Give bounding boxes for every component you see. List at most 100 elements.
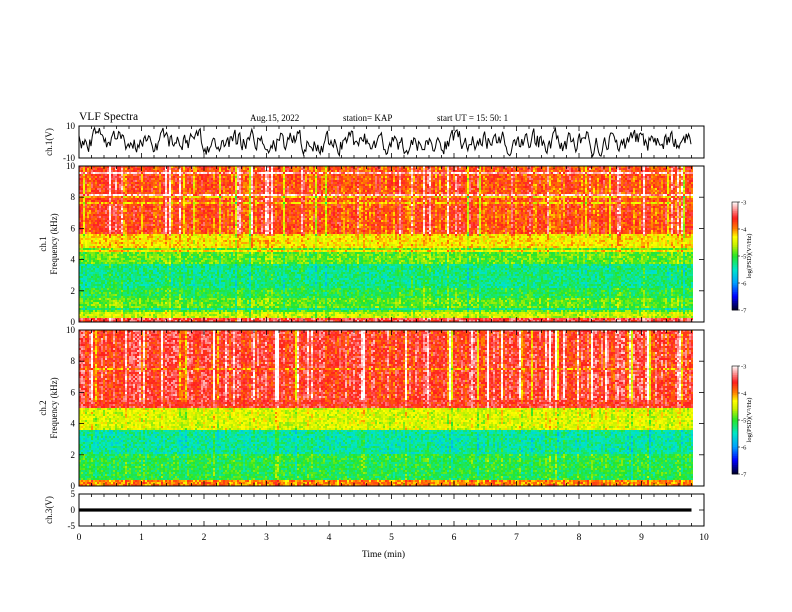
spectrogram-cell — [97, 308, 99, 310]
spectrogram-cell — [81, 178, 83, 180]
spectrogram-cell — [93, 174, 95, 176]
spectrogram-cell — [81, 264, 83, 266]
spectrogram-cell — [87, 178, 89, 180]
spectrogram-cell — [93, 272, 95, 274]
spectrogram-cell — [103, 274, 105, 276]
spectrogram-cell — [95, 216, 97, 218]
spectrogram-cell — [85, 318, 87, 320]
spectrogram-cell — [105, 282, 107, 284]
spectrogram-cell — [91, 288, 93, 290]
spectrogram-cell — [89, 234, 91, 236]
spectrogram-cell — [89, 196, 91, 198]
spectrogram-cell — [95, 190, 97, 192]
spectrogram-cell — [85, 290, 87, 292]
spectrogram-cell — [95, 226, 97, 228]
spectrogram-cell — [89, 308, 91, 310]
spectrogram-cell — [95, 302, 97, 304]
spectrogram-cell — [87, 174, 89, 176]
spectrogram-cell — [87, 206, 89, 208]
spectrogram-cell — [81, 252, 83, 254]
spectrogram-cell — [101, 186, 103, 188]
spectrogram-cell — [97, 312, 99, 314]
spectrogram-cell — [103, 260, 105, 262]
spectrogram-cell — [91, 202, 93, 204]
spectrogram-cell — [105, 204, 107, 206]
spectrogram-cell — [103, 214, 105, 216]
spectrogram-cell — [89, 220, 91, 222]
spectrogram-cell — [91, 278, 93, 280]
spectrogram-cell — [91, 172, 93, 174]
spectrogram-cell — [105, 274, 107, 276]
spectrogram-cell — [85, 224, 87, 226]
spectrogram-cell — [91, 306, 93, 308]
spectrogram-cell — [103, 268, 105, 270]
spectrogram-cell — [89, 280, 91, 282]
spectrogram-cell — [93, 308, 95, 310]
spectrogram-cell — [99, 168, 101, 170]
spectrogram-cell — [95, 218, 97, 220]
spectrogram-cell — [95, 196, 97, 198]
spectrogram-cell — [99, 242, 101, 244]
spectrogram-cell — [101, 288, 103, 290]
spectrogram-cell — [81, 192, 83, 194]
spectrogram-cell — [97, 182, 99, 184]
spectrogram-cell — [95, 250, 97, 252]
spectrogram-cell — [81, 224, 83, 226]
spectrogram-cell — [83, 314, 85, 316]
spectrogram-cell — [105, 254, 107, 256]
spectrogram-cell — [99, 206, 101, 208]
spectrogram-cell — [105, 230, 107, 232]
spectrogram-cell — [101, 282, 103, 284]
spectrogram-cell — [83, 188, 85, 190]
spectrogram-cell — [103, 242, 105, 244]
spectrogram-cell — [81, 200, 83, 202]
spectrogram-cell — [105, 190, 107, 192]
spectrogram-cell — [83, 266, 85, 268]
spectrogram-cell — [85, 234, 87, 236]
spectrogram-cell — [89, 276, 91, 278]
spectrogram-cell — [105, 276, 107, 278]
spectrogram-cell — [83, 286, 85, 288]
spectrogram-cell — [95, 312, 97, 314]
spectrogram-cell — [103, 200, 105, 202]
spectrogram-cell — [99, 254, 101, 256]
spectrogram-cell — [103, 192, 105, 194]
spectrogram-cell — [93, 220, 95, 222]
spectrogram-cell — [85, 188, 87, 190]
spectrogram-cell — [99, 284, 101, 286]
spectrogram-cell — [97, 288, 99, 290]
spectrogram-cell — [93, 198, 95, 200]
spectrogram-cell — [101, 286, 103, 288]
spectrogram-cell — [95, 236, 97, 238]
spectrogram-cell — [101, 270, 103, 272]
spectrogram-cell — [93, 178, 95, 180]
spectrogram-cell — [85, 294, 87, 296]
spectrogram-cell — [97, 242, 99, 244]
spectrogram-cell — [95, 280, 97, 282]
spectrogram-cell — [99, 204, 101, 206]
spectrogram-cell — [97, 292, 99, 294]
spectrogram-cell — [101, 252, 103, 254]
spectrogram-cell — [91, 258, 93, 260]
spectrogram-cell — [87, 196, 89, 198]
spectrogram-cell — [97, 202, 99, 204]
spectrogram-cell — [91, 178, 93, 180]
spectrogram-cell — [81, 244, 83, 246]
spectrogram-cell — [99, 192, 101, 194]
spectrogram-cell — [91, 226, 93, 228]
spectrogram-cell — [101, 280, 103, 282]
spectrogram-cell — [97, 170, 99, 172]
spectrogram-cell — [91, 190, 93, 192]
spectrogram-cell — [95, 234, 97, 236]
spectrogram-cell — [91, 274, 93, 276]
spectrogram-cell — [83, 308, 85, 310]
spectrogram-cell — [99, 260, 101, 262]
spectrogram-cell — [89, 262, 91, 264]
spectrogram-cell — [101, 174, 103, 176]
spectrogram-cell — [83, 254, 85, 256]
spectrogram-cell — [99, 310, 101, 312]
spectrogram-cell — [87, 224, 89, 226]
spectrogram-cell — [89, 272, 91, 274]
spectrogram-cell — [89, 248, 91, 250]
